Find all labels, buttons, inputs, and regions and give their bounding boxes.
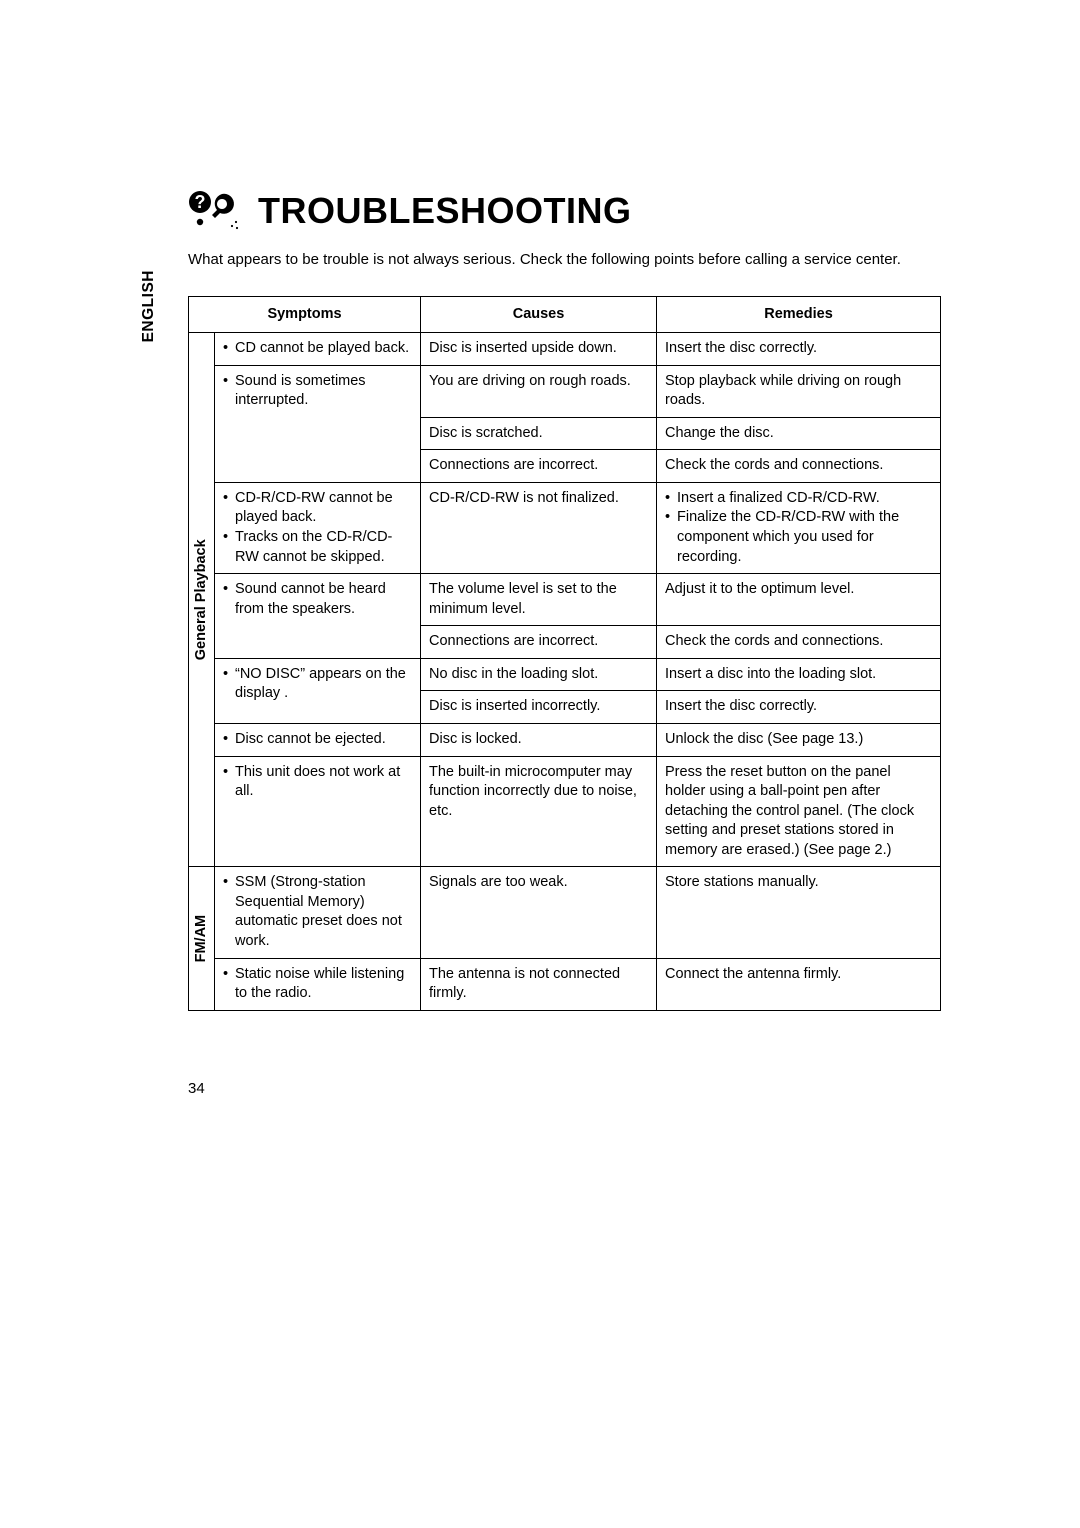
cause-cell: Disc is inserted incorrectly.: [421, 691, 657, 724]
remedy-cell: Unlock the disc (See page 13.): [657, 723, 941, 756]
symptom-item: Disc cannot be ejected.: [223, 730, 412, 750]
symptom-cell: Sound cannot be heard from the speakers.: [215, 574, 421, 659]
symptom-item: Static noise while listening to the radi…: [223, 965, 412, 1004]
intro-text: What appears to be trouble is not always…: [188, 250, 940, 270]
page-title: TROUBLESHOOTING: [258, 190, 632, 232]
table-row: Disc cannot be ejected. Disc is locked.Un…: [189, 723, 941, 756]
table-header-row: Symptoms Causes Remedies: [189, 296, 941, 333]
cause-cell: You are driving on rough roads.: [421, 365, 657, 417]
header-causes: Causes: [421, 296, 657, 333]
symptom-item: Tracks on the CD-R/CD-RW cannot be skipp…: [223, 528, 412, 567]
symptom-item: This unit does not work at all.: [223, 763, 412, 802]
cause-cell: The built-in microcomputer may function …: [421, 756, 657, 867]
remedy-cell: Store stations manually.: [657, 867, 941, 958]
cause-cell: Signals are too weak.: [421, 867, 657, 958]
remedy-cell: Press the reset button on the panel hold…: [657, 756, 941, 867]
symptom-cell: Static noise while listening to the radi…: [215, 958, 421, 1010]
symptom-cell: CD-R/CD-RW cannot be played back.Tracks …: [215, 482, 421, 573]
remedy-cell: Check the cords and connections.: [657, 450, 941, 483]
cause-cell: Connections are incorrect.: [421, 450, 657, 483]
remedy-cell: Insert the disc correctly.: [657, 691, 941, 724]
table-row: Static noise while listening to the radi…: [189, 958, 941, 1010]
symptom-item: CD-R/CD-RW cannot be played back.: [223, 489, 412, 528]
remedy-cell: Change the disc.: [657, 417, 941, 450]
table-row: General PlaybackCD cannot be played back…: [189, 333, 941, 366]
table-row: This unit does not work at all.The built…: [189, 756, 941, 867]
troubleshooting-table-wrap: Symptoms Causes Remedies General Playbac…: [188, 296, 940, 1011]
symptom-cell: “NO DISC” appears on the display .: [215, 658, 421, 723]
remedy-cell: Adjust it to the optimum level.: [657, 574, 941, 626]
remedy-cell: Insert a disc into the loading slot.: [657, 658, 941, 691]
symptom-cell: SSM (Strong-station Sequential Memory) a…: [215, 867, 421, 958]
svg-text:?: ?: [195, 192, 206, 212]
header-remedies: Remedies: [657, 296, 941, 333]
table-row: Sound cannot be heard from the speakers.…: [189, 574, 941, 626]
symptom-item: Sound cannot be heard from the speakers.: [223, 580, 412, 619]
cause-cell: Disc is inserted upside down.: [421, 333, 657, 366]
cause-cell: Disc is scratched.: [421, 417, 657, 450]
symptom-cell: This unit does not work at all.: [215, 756, 421, 867]
troubleshooting-table: Symptoms Causes Remedies General Playbac…: [188, 296, 941, 1011]
remedy-cell: Stop playback while driving on rough roa…: [657, 365, 941, 417]
cause-cell: The antenna is not connected firmly.: [421, 958, 657, 1010]
remedy-item: Insert a finalized CD-R/CD-RW.: [665, 489, 932, 509]
symptom-item: Sound is sometimes interrupted.: [223, 372, 412, 411]
header-symptoms: Symptoms: [189, 296, 421, 333]
language-tab: ENGLISH: [138, 266, 160, 346]
table-row: FM/AMSSM (Strong-station Sequential Memo…: [189, 867, 941, 958]
table-row: “NO DISC” appears on the display .No dis…: [189, 658, 941, 691]
cause-cell: CD-R/CD-RW is not finalized.: [421, 482, 657, 573]
symptom-item: SSM (Strong-station Sequential Memory) a…: [223, 873, 412, 951]
symptom-cell: Disc cannot be ejected.: [215, 723, 421, 756]
symptom-item: CD cannot be played back.: [223, 339, 412, 359]
category-cell: General Playback: [189, 333, 215, 867]
cause-cell: No disc in the loading slot.: [421, 658, 657, 691]
symptom-cell: CD cannot be played back.: [215, 333, 421, 366]
page-number: 34: [188, 1080, 205, 1097]
troubleshooting-icon: ?: [188, 190, 242, 232]
heading-row: ? TROUBLESHOOTING: [188, 190, 940, 232]
table-row: CD-R/CD-RW cannot be played back.Tracks …: [189, 482, 941, 573]
page-content: ENGLISH ? TROUBLESHOOTING What appears t…: [140, 190, 940, 1011]
symptom-cell: Sound is sometimes interrupted.: [215, 365, 421, 482]
remedy-cell: Connect the antenna firmly.: [657, 958, 941, 1010]
cause-cell: Connections are incorrect.: [421, 626, 657, 659]
cause-cell: The volume level is set to the minimum l…: [421, 574, 657, 626]
remedy-cell: Check the cords and connections.: [657, 626, 941, 659]
remedy-cell: Insert a finalized CD-R/CD-RW.Finalize t…: [657, 482, 941, 573]
cause-cell: Disc is locked.: [421, 723, 657, 756]
remedy-cell: Insert the disc correctly.: [657, 333, 941, 366]
remedy-item: Finalize the CD-R/CD-RW with the compone…: [665, 508, 932, 567]
table-row: Sound is sometimes interrupted.You are d…: [189, 365, 941, 417]
symptom-item: “NO DISC” appears on the display .: [223, 665, 412, 704]
category-cell: FM/AM: [189, 867, 215, 1010]
